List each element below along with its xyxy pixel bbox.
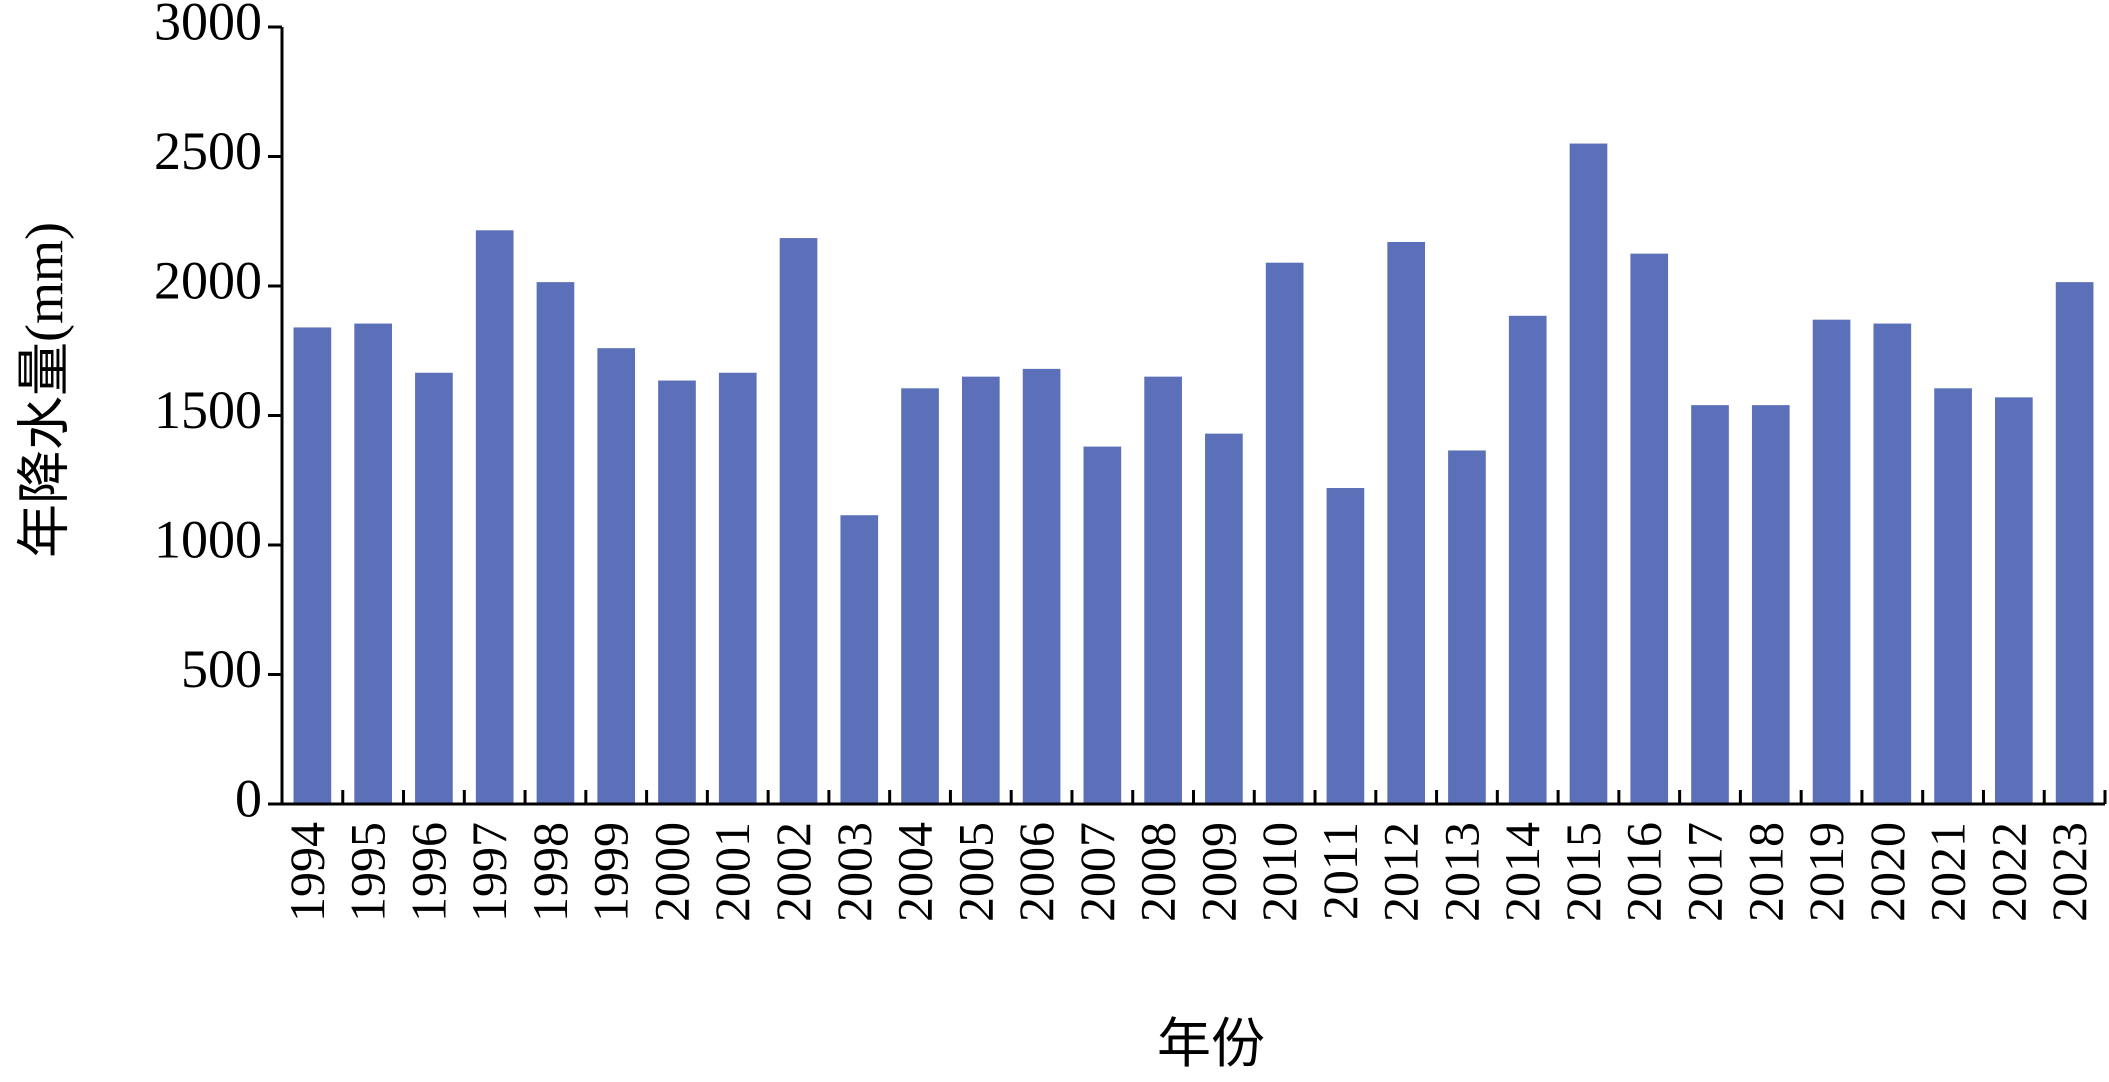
bar [779,238,818,804]
x-tick-label: 1998 [522,822,578,922]
bar [293,327,332,804]
bar [1995,397,2033,804]
bar [840,515,879,804]
x-axis-title: 年份 [1157,1014,1265,1074]
y-axis-title: 年降水量(mm) [14,222,74,558]
bar [475,230,514,804]
bar [1083,446,1122,804]
bar [1387,241,1426,805]
x-tick-label: 2014 [1494,822,1550,922]
x-tick-label: 1997 [461,822,517,922]
x-tick-label: 2011 [1312,822,1368,920]
x-tick-label: 2020 [1859,822,1915,922]
bar [536,282,575,804]
x-tick-label: 2015 [1555,822,1611,922]
x-tick-label: 2003 [826,822,882,922]
bar [2055,282,2094,804]
y-tick-label: 1000 [154,509,262,569]
x-tick-label: 1995 [340,822,396,922]
bar [1205,433,1243,804]
x-tick-label: 2008 [1130,822,1186,922]
x-tick-label: 2012 [1373,822,1429,922]
x-tick-label: 2000 [643,822,699,922]
y-tick-label: 1500 [154,380,262,440]
bar [1569,143,1608,805]
x-tick-label: 2010 [1251,822,1307,922]
x-tick-label: 2001 [704,822,760,922]
x-tick-label: 2009 [1190,822,1246,922]
bar [1873,323,1912,804]
bar [1691,405,1729,804]
bar [1812,319,1851,804]
x-tick-label: 1996 [400,822,456,922]
x-tick-label: 2006 [1008,822,1064,922]
x-tick-label: 2023 [2041,822,2097,922]
x-tick-label: 2013 [1433,822,1489,922]
x-tick-label: 2004 [887,822,943,922]
x-tick-label: 2005 [947,822,1003,922]
bar [718,372,757,804]
bar [415,372,453,804]
bar [597,348,636,804]
x-tick-label: 2002 [765,822,821,922]
x-tick-label: 2019 [1798,822,1854,922]
y-tick-label: 2000 [154,250,262,310]
x-tick-label: 1994 [279,822,335,922]
bar [1508,315,1547,804]
bar [1934,388,1972,804]
bar [961,376,1000,804]
bar [901,388,939,804]
bar [1448,450,1486,804]
y-tick-label: 3000 [154,0,262,51]
bar [1630,253,1669,804]
bar [658,380,696,804]
bar [354,323,392,804]
bar [1326,488,1365,804]
y-tick-label: 2500 [154,121,262,181]
bar [1751,405,1790,804]
x-tick-label: 2022 [1980,822,2036,922]
y-tick-label: 500 [181,639,262,699]
bar [1144,376,1182,804]
x-tick-label: 2017 [1676,822,1732,922]
x-tick-label: 2018 [1737,822,1793,922]
bar [1265,262,1304,804]
y-tick-label: 0 [235,768,262,828]
x-tick-label: 2021 [1920,822,1976,922]
bar [1022,368,1061,804]
x-tick-label: 2007 [1069,822,1125,922]
x-tick-label: 2016 [1616,822,1672,922]
x-tick-label: 1999 [583,822,639,922]
